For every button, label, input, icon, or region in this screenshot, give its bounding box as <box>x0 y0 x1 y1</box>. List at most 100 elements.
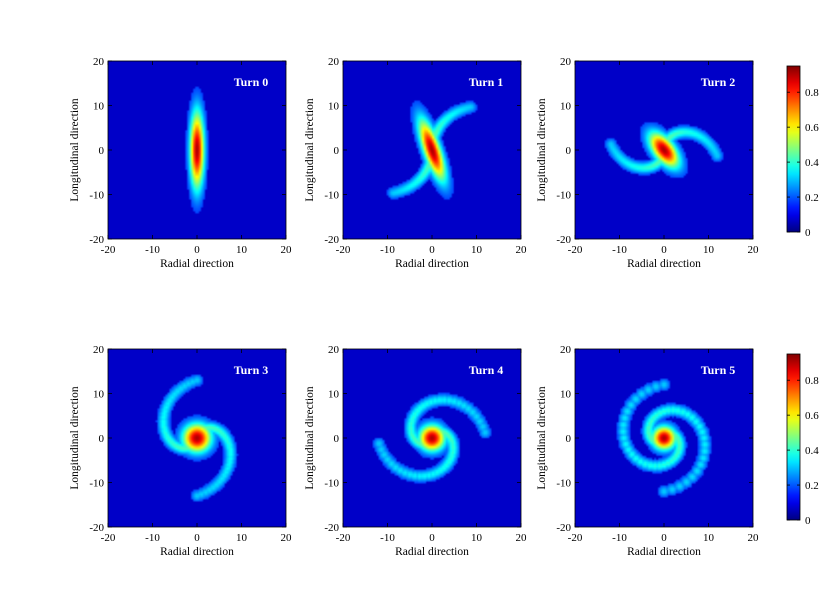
y-tick-label: 0 <box>566 433 572 445</box>
panel-title: Turn 2 <box>701 75 736 89</box>
y-tick-label: 20 <box>560 344 572 356</box>
y-tick-label: -20 <box>89 522 104 534</box>
y-axis-label: Longitudinal direction <box>69 98 81 201</box>
x-tick-label: 20 <box>516 244 528 256</box>
y-tick-label: 10 <box>328 101 340 113</box>
x-axis-label: Radial direction <box>160 258 234 270</box>
x-axis-label: Radial direction <box>627 546 701 558</box>
x-tick-label: 10 <box>471 532 483 544</box>
y-tick-label: 10 <box>560 389 572 401</box>
colorbar-tick-label: 0 <box>805 515 811 527</box>
colorbar-tick-label: 0.6 <box>805 122 819 134</box>
x-tick-label: 10 <box>703 244 715 256</box>
y-tick-label: 20 <box>560 56 572 68</box>
y-tick-label: 0 <box>99 433 105 445</box>
x-tick-label: 10 <box>471 244 483 256</box>
heatmap-image-3 <box>108 349 286 527</box>
y-tick-label: -10 <box>556 478 571 490</box>
colorbar-1: 0.8 0.6 0.4 0.2 0 <box>786 353 819 527</box>
y-tick-label: -10 <box>324 190 339 202</box>
x-tick-label: -20 <box>336 244 351 256</box>
y-tick-label: -20 <box>556 234 571 246</box>
x-tick-label: -20 <box>336 532 351 544</box>
x-tick-label: 20 <box>516 532 528 544</box>
x-tick-label: 10 <box>236 532 248 544</box>
panel-title: Turn 0 <box>234 75 269 89</box>
panel-title: Turn 3 <box>234 363 269 377</box>
heatmap-image-5 <box>575 349 753 527</box>
x-tick-label: -20 <box>568 532 583 544</box>
y-tick-label: -10 <box>556 190 571 202</box>
y-tick-label: 20 <box>328 56 340 68</box>
panel-3: -20 -10 0 10 20 20 10 0 -10 -20 Radial direction Lo… <box>69 344 292 558</box>
y-tick-label: -20 <box>324 522 339 534</box>
y-tick-label: -20 <box>89 234 104 246</box>
y-tick-label: 10 <box>328 389 340 401</box>
x-tick-label: 20 <box>281 532 293 544</box>
y-tick-label: -20 <box>324 234 339 246</box>
panel-title: Turn 4 <box>469 363 504 377</box>
x-tick-label: 0 <box>429 532 435 544</box>
x-axis-label: Radial direction <box>395 546 469 558</box>
y-tick-label: 20 <box>328 344 340 356</box>
heatmap-image-1 <box>343 61 521 239</box>
heatmap-image-2 <box>575 61 753 239</box>
colorbar-tick-label: 0.4 <box>805 157 819 169</box>
x-tick-label: 0 <box>661 532 667 544</box>
panel-4: -20 -10 0 10 20 20 10 0 -10 -20 Radial direction Lo… <box>304 344 527 558</box>
x-tick-label: -10 <box>612 532 627 544</box>
colorbar-bar <box>786 65 801 233</box>
y-tick-label: 0 <box>334 145 340 157</box>
x-tick-label: -10 <box>380 244 395 256</box>
y-tick-label: 0 <box>566 145 572 157</box>
y-tick-label: 0 <box>99 145 105 157</box>
x-tick-label: 0 <box>194 532 200 544</box>
colorbar-tick-label: 0.4 <box>805 445 819 457</box>
x-axis-label: Radial direction <box>160 546 234 558</box>
x-tick-label: -20 <box>568 244 583 256</box>
colorbar-tick-label: 0.6 <box>805 410 819 422</box>
panel-5: -20 -10 0 10 20 20 10 0 -10 -20 Radial direction Lo… <box>536 344 759 558</box>
y-tick-label: 10 <box>93 389 105 401</box>
colorbar-tick-label: 0.2 <box>805 480 819 492</box>
y-axis-label: Longitudinal direction <box>304 98 316 201</box>
x-tick-label: -20 <box>101 532 116 544</box>
x-tick-label: 20 <box>748 532 760 544</box>
x-tick-label: 0 <box>194 244 200 256</box>
x-tick-label: 0 <box>661 244 667 256</box>
x-tick-label: 0 <box>429 244 435 256</box>
x-axis-label: Radial direction <box>395 258 469 270</box>
x-tick-label: -20 <box>101 244 116 256</box>
colorbar-tick-label: 0 <box>805 227 811 239</box>
y-tick-label: -10 <box>89 478 104 490</box>
y-axis-label: Longitudinal direction <box>304 386 316 489</box>
colorbar-tick-label: 0.8 <box>805 87 819 99</box>
panel-0: -20 -10 0 10 20 20 10 0 -10 -20 Radial direction Lo… <box>69 56 292 270</box>
x-tick-label: 20 <box>748 244 760 256</box>
x-tick-label: -10 <box>380 532 395 544</box>
y-tick-label: -20 <box>556 522 571 534</box>
colorbar-tick-label: 0.8 <box>805 375 819 387</box>
panels-group: -20 -10 0 10 20 20 10 0 -10 -20 Radial direction Lo… <box>69 56 759 558</box>
y-tick-label: 0 <box>334 433 340 445</box>
y-tick-label: 10 <box>560 101 572 113</box>
colorbar-bar <box>786 353 801 521</box>
y-axis-label: Longitudinal direction <box>536 386 548 489</box>
y-tick-label: -10 <box>89 190 104 202</box>
colorbar-0: 0.8 0.6 0.4 0.2 0 <box>786 65 819 239</box>
heatmap-image-4 <box>343 349 521 527</box>
panel-title: Turn 1 <box>469 75 504 89</box>
colorbars-group: 0.8 0.6 0.4 0.2 0 0.8 0.6 0.4 0.2 0 <box>786 65 819 527</box>
panel-title: Turn 5 <box>701 363 736 377</box>
x-tick-label: 10 <box>236 244 248 256</box>
x-tick-label: 20 <box>281 244 293 256</box>
panel-1: -20 -10 0 10 20 20 10 0 -10 -20 Radial direction Lo… <box>304 56 527 270</box>
x-tick-label: -10 <box>612 244 627 256</box>
y-axis-label: Longitudinal direction <box>69 386 81 489</box>
y-tick-label: 20 <box>93 56 105 68</box>
y-tick-label: -10 <box>324 478 339 490</box>
x-tick-label: -10 <box>145 244 160 256</box>
x-tick-label: -10 <box>145 532 160 544</box>
colorbar-tick-label: 0.2 <box>805 192 819 204</box>
